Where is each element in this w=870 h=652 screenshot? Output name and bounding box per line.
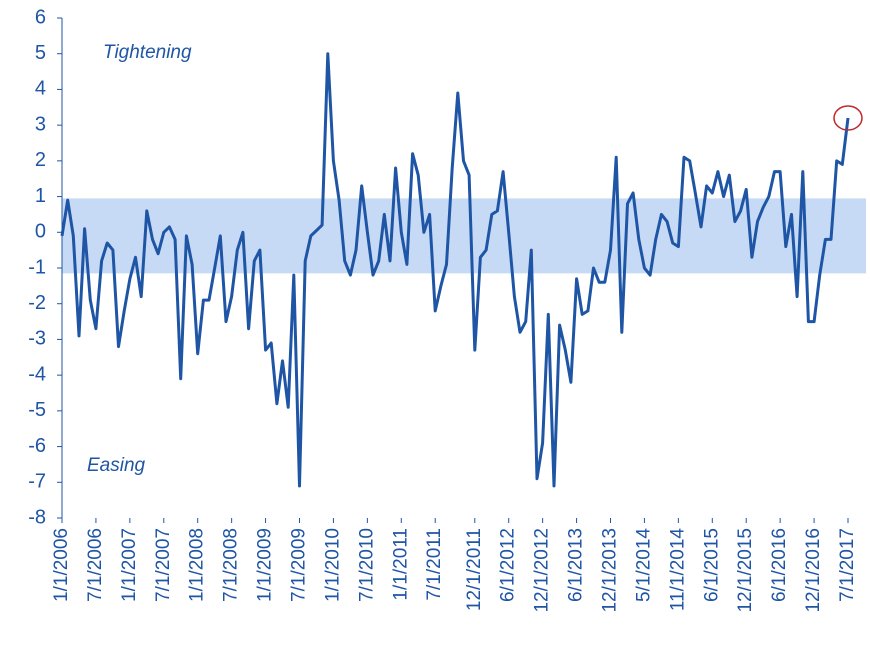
x-tick-label: 7/1/2011	[424, 528, 445, 601]
y-tick-label: 4	[35, 78, 46, 100]
x-tick-label: 7/1/2009	[289, 528, 310, 602]
background	[61, 18, 866, 518]
annotation: Tightening	[103, 42, 192, 63]
x-tick-label: 6/1/2015	[701, 528, 722, 602]
y-tick-label: 0	[35, 221, 46, 243]
annotation: Easing	[87, 455, 146, 476]
x-tick-label: 12/1/2013	[600, 528, 621, 613]
y-tick-label: -5	[28, 399, 46, 421]
y-tick-label: 3	[35, 113, 46, 135]
x-tick-label: 1/1/2011	[390, 528, 411, 601]
y-tick-label: -2	[28, 292, 46, 314]
x-tick-label: 1/1/2006	[51, 528, 72, 602]
x-tick-label: 12/1/2012	[532, 528, 553, 613]
x-tick-label: 12/1/2015	[735, 528, 756, 613]
y-tick-label: -7	[28, 471, 46, 493]
y-tick-label: 2	[35, 149, 46, 171]
x-tick-label: 1/1/2007	[119, 528, 140, 602]
y-tick-label: -6	[28, 435, 46, 457]
highlight-ring	[833, 105, 863, 131]
x-tick-label: 6/1/2016	[769, 528, 790, 602]
y-tick-label: -4	[28, 363, 46, 385]
x-tick-label: 6/1/2012	[498, 528, 519, 602]
y-tick-label: -8	[28, 506, 46, 528]
x-tick-label: 7/1/2007	[153, 528, 174, 602]
x-tick-label: 7/1/2017	[837, 528, 858, 602]
neutral-band	[62, 198, 866, 274]
x-tick-label: 5/1/2014	[633, 528, 654, 602]
x-tick-label: 1/1/2008	[187, 528, 208, 602]
y-tick-label: -3	[28, 328, 46, 350]
x-tick-label: 6/1/2013	[566, 528, 587, 602]
y-tick-label: 6	[35, 6, 46, 28]
y-tick-label: 1	[35, 185, 46, 207]
x-tick-label: 1/1/2010	[322, 528, 343, 602]
x-tick-label: 7/1/2010	[356, 528, 377, 602]
x-tick-label: 12/1/2016	[803, 528, 824, 613]
x-tick-label: 12/1/2011	[464, 528, 485, 611]
data-line	[60, 52, 850, 488]
x-tick-label: 7/1/2006	[85, 528, 106, 602]
x-tick-label: 7/1/2008	[221, 528, 242, 602]
y-tick-label: -1	[28, 256, 46, 278]
x-tick-label: 11/1/2014	[667, 528, 688, 612]
x-tick-label: 1/1/2009	[255, 528, 276, 602]
y-tick-label: 5	[35, 42, 46, 64]
